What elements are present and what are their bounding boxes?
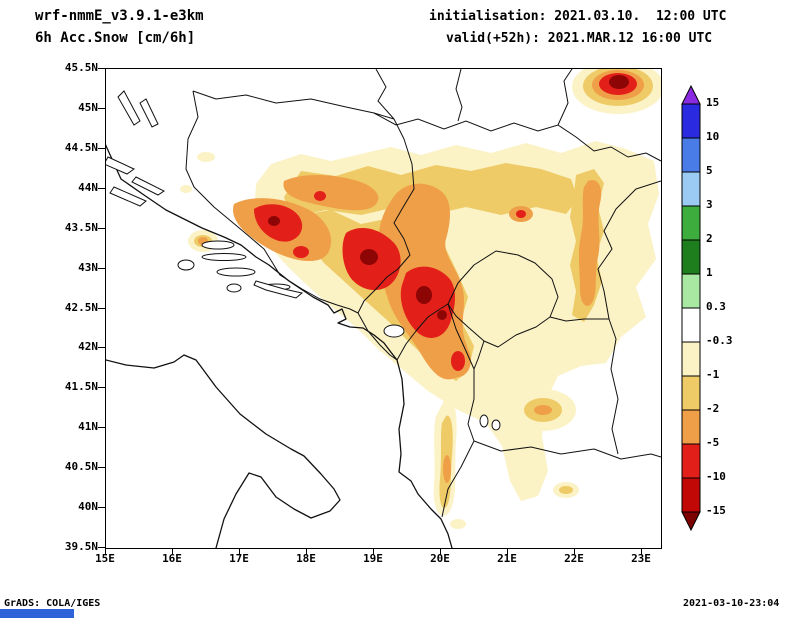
colorbar-segment: [681, 375, 701, 411]
lon-tick-mark: [507, 548, 508, 555]
colorbar-tick-label: 3: [706, 198, 713, 211]
adriatic-east-coast: [106, 144, 453, 548]
colorbar: [681, 84, 701, 532]
colorbar-tick-label: -1: [706, 368, 720, 381]
country-borders: [185, 69, 661, 518]
colorbar-tick-label: -15: [706, 504, 726, 517]
lat-tick-mark: [98, 187, 105, 189]
lat-tick-mark: [98, 107, 105, 109]
lat-tick-mark: [98, 427, 105, 429]
lat-tick-mark: [98, 307, 105, 309]
lat-tick-mark: [98, 267, 105, 269]
colorbar-tick-label: -5: [706, 436, 720, 449]
lon-tick-label: 19E: [363, 552, 383, 565]
islands: [106, 90, 304, 299]
lat-tick-label: 41N: [78, 420, 98, 434]
colorbar-segment: [681, 307, 701, 343]
lat-tick-label: 44.5N: [64, 140, 98, 154]
lon-tick-mark: [574, 548, 575, 555]
snowfield-level5-darkred: [268, 75, 629, 320]
colorbar-segment: [681, 443, 701, 479]
lat-tick-label: 42N: [78, 340, 98, 354]
colorbar-tick-label: -2: [706, 402, 720, 415]
colorbar-segment: [681, 239, 701, 275]
colorbar-segment: [681, 171, 701, 207]
colorbar-tick-label: -0.3: [706, 334, 733, 347]
model-title: wrf-nmmE_v3.9.1-e3km: [35, 8, 204, 24]
lat-tick-mark: [98, 147, 105, 149]
plot-timestamp: 2021-03-10-23:04: [683, 598, 780, 609]
lon-tick-mark: [172, 548, 173, 555]
init-time: initialisation: 2021.03.10. 12:00 UTC: [429, 9, 727, 24]
lon-tick-label: 15E: [95, 552, 115, 565]
lat-tick-label: 40.5N: [64, 460, 98, 474]
colorbar-tick-label: 10: [706, 130, 720, 143]
lon-tick-mark: [239, 548, 240, 555]
lat-tick-label: 45N: [78, 100, 98, 114]
colorbar-tick-label: 15: [706, 96, 720, 109]
colorbar-tick-label: 0.3: [706, 300, 726, 313]
italy-coast: [106, 354, 341, 548]
colorbar-segment: [681, 409, 701, 445]
lat-tick-mark: [98, 467, 105, 469]
lon-tick-mark: [105, 548, 106, 555]
colorbar-segment: [681, 273, 701, 309]
lat-tick-label: 39.5N: [64, 540, 98, 553]
colorbar-segment: [681, 103, 701, 139]
colorbar-arrow-below: [681, 511, 701, 532]
danube-river: [373, 69, 661, 162]
lon-tick-mark: [641, 548, 642, 555]
colorbar-tick-label: -10: [706, 470, 726, 483]
colorbar-segment: [681, 205, 701, 241]
colorbar-segment: [681, 137, 701, 173]
lon-tick-label: 17E: [229, 552, 249, 565]
lat-tick-mark: [98, 547, 105, 548]
lat-tick-mark: [98, 347, 105, 349]
colorbar-segment: [681, 341, 701, 377]
lat-tick-label: 40N: [78, 500, 98, 514]
lat-tick-mark: [98, 68, 105, 69]
valid-time: valid(+52h): 2021.MAR.12 16:00 UTC: [446, 31, 713, 46]
map-canvas: [106, 69, 661, 548]
field-title: 6h Acc.Snow [cm/6h]: [35, 30, 196, 46]
lon-tick-label: 18E: [296, 552, 316, 565]
screen-edge-artifact: [0, 609, 74, 618]
grads-credit: GrADS: COLA/IGES: [4, 598, 101, 609]
lon-tick-label: 20E: [430, 552, 450, 565]
lat-tick-label: 43.5N: [64, 220, 98, 234]
lakes: [383, 324, 501, 431]
colorbar-arrow-above: [681, 84, 701, 105]
lat-tick-mark: [98, 227, 105, 229]
coastline: [106, 144, 453, 548]
lat-tick-label: 43N: [78, 260, 98, 274]
lon-tick-label: 22E: [564, 552, 584, 565]
lon-tick-label: 21E: [497, 552, 517, 565]
colorbar-segment: [681, 477, 701, 513]
lat-tick-label: 41.5N: [64, 380, 98, 394]
lon-tick-mark: [440, 548, 441, 555]
map-frame: [105, 68, 662, 549]
colorbar-tick-label: 5: [706, 164, 713, 177]
colorbar-tick-label: 1: [706, 266, 713, 279]
lon-tick-label: 23E: [631, 552, 651, 565]
lat-tick-label: 45.5N: [64, 61, 98, 74]
lon-tick-label: 16E: [162, 552, 182, 565]
lat-tick-mark: [98, 507, 105, 509]
lon-tick-mark: [373, 548, 374, 555]
lat-tick-label: 42.5N: [64, 300, 98, 314]
lat-tick-mark: [98, 387, 105, 389]
lon-tick-mark: [306, 548, 307, 555]
colorbar-tick-label: 2: [706, 232, 713, 245]
kosovo-border: [447, 250, 559, 348]
lat-tick-label: 44N: [78, 180, 98, 194]
